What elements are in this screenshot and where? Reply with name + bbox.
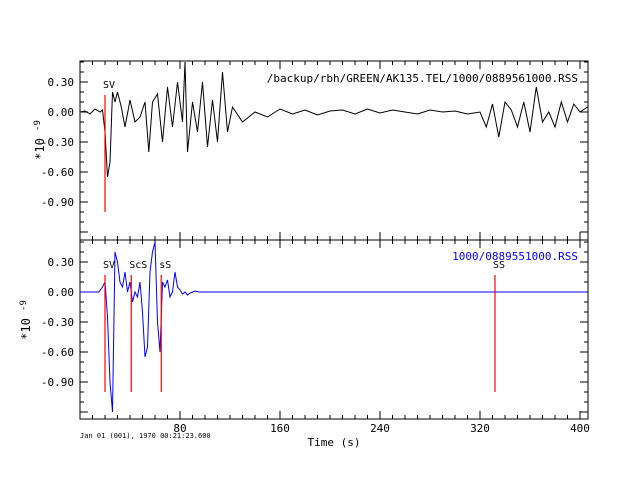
axis-ticks — [79, 61, 581, 419]
y-tick-label: 0.00 — [48, 106, 75, 119]
y-tick-label: -0.90 — [41, 196, 74, 209]
plot-frame — [79, 60, 589, 420]
panel-top-title: /backup/rbh/GREEN/AK135.TEL/1000/0889561… — [267, 72, 578, 85]
trace-top — [79, 61, 588, 178]
y-tick-label: -0.60 — [41, 166, 74, 179]
panel-top-yticks: 0.30 0.00 -0.30 -0.60 -0.90 — [41, 61, 588, 233]
phase-label: sS — [159, 260, 171, 271]
y-tick-label: 0.00 — [48, 286, 75, 299]
x-tick-label: 400 — [570, 422, 590, 435]
panel-bottom-ylabel: *10 -9 — [19, 300, 33, 340]
panel-bottom-yticks: 0.30 0.00 -0.30 -0.60 -0.90 — [41, 241, 588, 413]
x-tick-label: 320 — [470, 422, 490, 435]
phase-markers-top: SV — [103, 80, 115, 212]
x-tick-label: 160 — [270, 422, 290, 435]
y-tick-label: 0.30 — [48, 76, 75, 89]
origin-time: Jan 01 (001), 1970 00:21:23.600 — [80, 432, 211, 440]
panel-bottom: 1000/0889551000.RSS *10 -9 0.30 0.00 -0.30… — [19, 241, 588, 413]
phase-markers-bottom: SV ScS sS SS — [103, 260, 505, 392]
y-tick-label: -0.60 — [41, 346, 74, 359]
phase-label: ScS — [129, 260, 147, 271]
y-tick-label: -0.30 — [41, 316, 74, 329]
y-tick-label: 0.30 — [48, 256, 75, 269]
phase-label: SS — [493, 260, 505, 271]
phase-label: SV — [103, 260, 115, 271]
x-axis-tick-labels: 80 160 240 320 400 — [173, 422, 590, 435]
y-tick-label: -0.90 — [41, 376, 74, 389]
panel-top: /backup/rbh/GREEN/AK135.TEL/1000/0889561… — [33, 61, 588, 233]
trace-bottom — [80, 241, 588, 413]
y-tick-label: -0.30 — [41, 136, 74, 149]
x-axis-label: Time (s) — [308, 436, 361, 449]
phase-label: SV — [103, 80, 115, 91]
x-tick-label: 80 — [173, 422, 186, 435]
panel-bottom-title: 1000/0889551000.RSS — [452, 250, 578, 263]
x-tick-label: 240 — [370, 422, 390, 435]
